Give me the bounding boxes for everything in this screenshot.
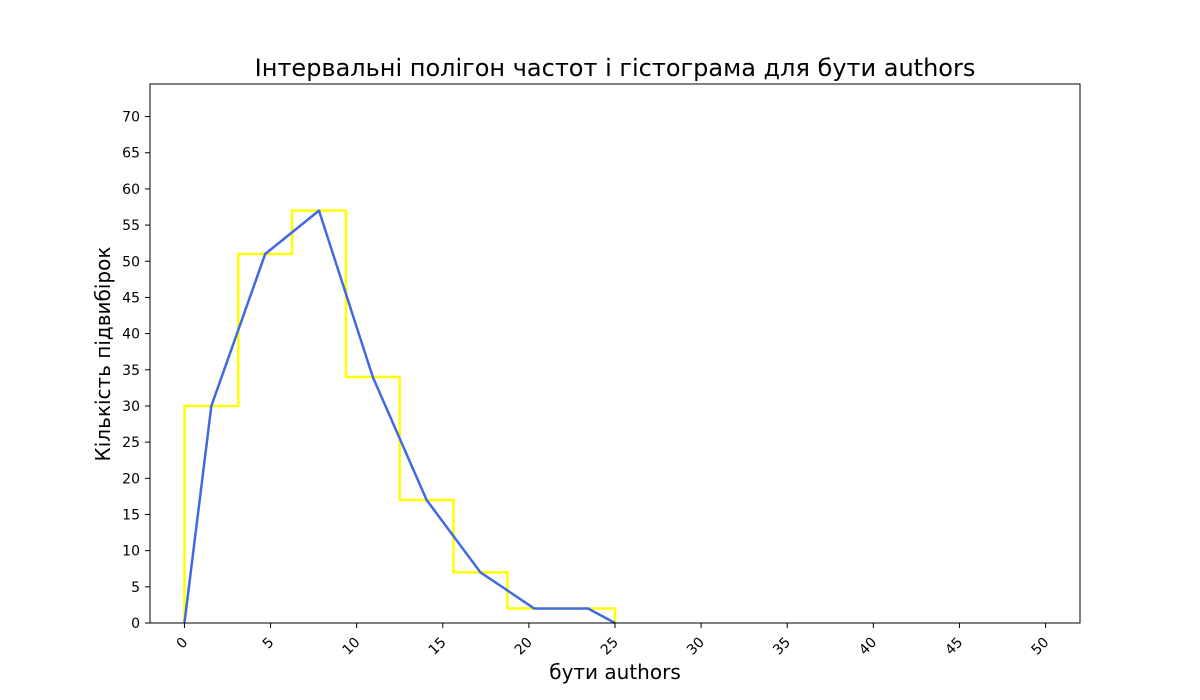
frequency-polygon-point bbox=[479, 571, 481, 573]
histogram-bar bbox=[561, 609, 615, 623]
x-tick-label: 20 bbox=[512, 635, 536, 659]
y-tick-label: 65 bbox=[122, 146, 140, 162]
y-tick-label: 60 bbox=[122, 182, 140, 198]
y-tick-label: 50 bbox=[122, 254, 140, 270]
y-tick-label: 0 bbox=[131, 616, 140, 632]
histogram-bar bbox=[454, 572, 508, 623]
histogram-bar bbox=[400, 500, 454, 623]
chart-title: Інтервальні полігон частот і гістограма … bbox=[255, 54, 976, 82]
frequency-polygon-point bbox=[264, 253, 266, 255]
y-tick-label: 25 bbox=[122, 435, 140, 451]
frequency-polygon-point bbox=[318, 210, 320, 212]
y-tick-label: 5 bbox=[131, 580, 140, 596]
y-tick-label: 20 bbox=[122, 471, 140, 487]
frequency-polygon-line bbox=[183, 209, 616, 625]
y-tick-label: 45 bbox=[122, 290, 140, 306]
histogram-bar bbox=[346, 377, 400, 623]
x-tick-label: 0 bbox=[174, 635, 192, 653]
x-tick-label: 40 bbox=[856, 635, 880, 659]
plot-frame bbox=[149, 83, 1081, 624]
histogram-steps bbox=[183, 209, 617, 623]
x-tick-label: 15 bbox=[426, 635, 450, 659]
x-tick-label: 10 bbox=[340, 635, 364, 659]
y-axis-label: Кількість підвибірок bbox=[91, 247, 115, 462]
frequency-polygon-point bbox=[426, 499, 428, 501]
x-tick-label: 50 bbox=[1028, 635, 1052, 659]
plot-area bbox=[183, 209, 617, 625]
x-axis-label: бути authors bbox=[549, 660, 681, 684]
y-tick-label: 55 bbox=[122, 218, 140, 234]
frequency-polygon-point bbox=[372, 376, 374, 378]
y-tick-label: 70 bbox=[122, 110, 140, 126]
y-tick-label: 15 bbox=[122, 507, 140, 523]
y-tick-label: 40 bbox=[122, 327, 140, 343]
y-tick-label: 10 bbox=[122, 544, 140, 560]
y-tick-label: 30 bbox=[122, 399, 140, 415]
x-tick-label: 5 bbox=[260, 635, 278, 653]
x-tick-label: 35 bbox=[770, 635, 794, 659]
frequency-polygon-point bbox=[533, 608, 535, 610]
frequency-polygon-point bbox=[587, 608, 589, 610]
x-axis: 0 5 10 15 20 25 30 35 40 45 50 bbox=[174, 623, 1052, 659]
histogram-bar bbox=[507, 609, 561, 623]
frequency-polygon-point bbox=[210, 405, 212, 407]
y-tick-label: 35 bbox=[122, 363, 140, 379]
y-axis: 0 5 10 15 20 25 30 35 40 45 50 55 60 65 70 bbox=[122, 110, 150, 632]
x-tick-label: 30 bbox=[684, 635, 708, 659]
histogram-bar bbox=[184, 406, 238, 623]
x-tick-label: 25 bbox=[598, 635, 622, 659]
x-tick-label: 45 bbox=[942, 635, 966, 659]
